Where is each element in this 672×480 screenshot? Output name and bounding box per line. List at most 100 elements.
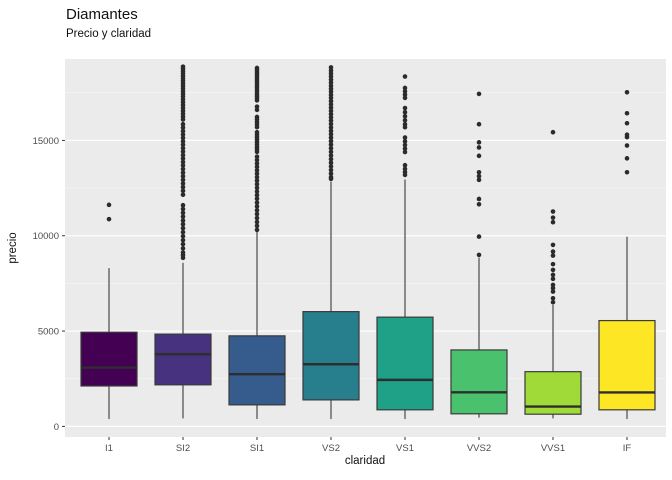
outlier-point bbox=[328, 128, 334, 134]
outlier-point bbox=[402, 85, 408, 91]
outlier-point bbox=[180, 225, 186, 231]
outlier-point bbox=[550, 209, 556, 214]
outlier-point bbox=[328, 156, 334, 162]
outlier-point bbox=[550, 289, 556, 294]
outlier-point bbox=[180, 246, 186, 251]
y-tick-label: 5000 bbox=[38, 327, 59, 338]
x-tick-label: SI2 bbox=[176, 443, 190, 454]
outlier-point bbox=[402, 92, 408, 97]
outlier-point bbox=[328, 98, 334, 104]
outlier-point bbox=[180, 159, 186, 165]
outlier-point bbox=[550, 267, 556, 273]
outlier-point bbox=[180, 128, 186, 134]
outlier-point bbox=[476, 177, 482, 183]
outlier-point bbox=[180, 170, 186, 175]
outlier-point bbox=[328, 138, 334, 144]
chart-title: Diamantes bbox=[66, 6, 138, 23]
boxplot-group-IF bbox=[598, 89, 656, 419]
outlier-point bbox=[180, 237, 186, 243]
y-tick-label: 15000 bbox=[33, 136, 59, 147]
outlier-point bbox=[180, 139, 186, 144]
outlier-point bbox=[476, 140, 482, 145]
outlier-point bbox=[180, 121, 186, 127]
outlier-point bbox=[254, 98, 260, 103]
outlier-point bbox=[180, 233, 186, 239]
boxplot-group-VS2 bbox=[302, 65, 360, 419]
outlier-point bbox=[254, 104, 260, 109]
x-tick-label: VVS2 bbox=[467, 443, 491, 454]
boxplot-group-SI1 bbox=[228, 65, 286, 419]
outlier-point bbox=[476, 196, 482, 202]
box bbox=[376, 316, 434, 411]
outlier-point bbox=[402, 89, 408, 94]
outlier-point bbox=[180, 166, 186, 172]
outlier-point bbox=[550, 253, 556, 258]
outlier-point bbox=[624, 156, 630, 161]
outlier-point bbox=[254, 207, 260, 213]
outlier-point bbox=[402, 172, 408, 178]
x-tick-label: SI1 bbox=[250, 443, 264, 454]
outlier-point bbox=[328, 95, 334, 101]
outlier-point bbox=[402, 139, 408, 144]
outlier-point bbox=[550, 285, 556, 291]
outlier-point bbox=[476, 153, 482, 159]
outlier-point bbox=[328, 142, 334, 147]
outlier-point bbox=[180, 206, 186, 212]
outlier-point bbox=[180, 135, 186, 141]
x-tick-label: I1 bbox=[105, 443, 113, 454]
outlier-point bbox=[328, 176, 334, 182]
outlier-point bbox=[254, 149, 260, 155]
box bbox=[80, 331, 138, 387]
outlier-point bbox=[402, 113, 408, 119]
outlier-point bbox=[550, 129, 556, 135]
outlier-point bbox=[254, 168, 260, 173]
outlier-point bbox=[180, 149, 186, 154]
outlier-point bbox=[402, 105, 408, 111]
outlier-point bbox=[402, 124, 408, 130]
outlier-point bbox=[254, 161, 260, 166]
outlier-point bbox=[624, 134, 630, 140]
outlier-point bbox=[180, 142, 186, 148]
x-tick-label: IF bbox=[623, 443, 632, 454]
y-tick-label: 10000 bbox=[33, 231, 59, 242]
outlier-point bbox=[180, 152, 186, 158]
outlier-point bbox=[254, 164, 260, 170]
outlier-point bbox=[328, 145, 334, 151]
box bbox=[450, 349, 508, 415]
outlier-point bbox=[328, 153, 334, 158]
box bbox=[598, 319, 656, 411]
outlier-point bbox=[328, 160, 334, 166]
outlier-point bbox=[550, 215, 556, 220]
outlier-point bbox=[402, 95, 408, 101]
outlier-point bbox=[328, 135, 334, 141]
outlier-point bbox=[106, 202, 112, 208]
outlier-point bbox=[476, 234, 482, 239]
outlier-point bbox=[180, 145, 186, 151]
outlier-point bbox=[624, 120, 630, 126]
outlier-point bbox=[254, 227, 260, 233]
outlier-point bbox=[402, 166, 408, 172]
outlier-point bbox=[476, 145, 482, 150]
box bbox=[302, 311, 360, 401]
outlier-point bbox=[624, 89, 630, 95]
outlier-point bbox=[254, 124, 260, 130]
outlier-point bbox=[328, 121, 334, 127]
outlier-point bbox=[254, 204, 260, 209]
outlier-point bbox=[550, 282, 556, 288]
box bbox=[524, 371, 582, 415]
outlier-point bbox=[254, 219, 260, 225]
outlier-point bbox=[476, 252, 482, 258]
outlier-point bbox=[550, 295, 556, 301]
outlier-point bbox=[328, 164, 334, 169]
outlier-point bbox=[254, 192, 260, 198]
outlier-point bbox=[254, 223, 260, 229]
y-tick-label: 0 bbox=[54, 422, 59, 433]
outlier-point bbox=[180, 132, 186, 137]
outlier-point bbox=[328, 132, 334, 137]
outlier-point bbox=[328, 108, 334, 114]
outlier-point bbox=[180, 218, 186, 223]
outlier-point bbox=[328, 118, 334, 123]
outlier-point bbox=[328, 125, 334, 130]
outlier-point bbox=[180, 241, 186, 247]
